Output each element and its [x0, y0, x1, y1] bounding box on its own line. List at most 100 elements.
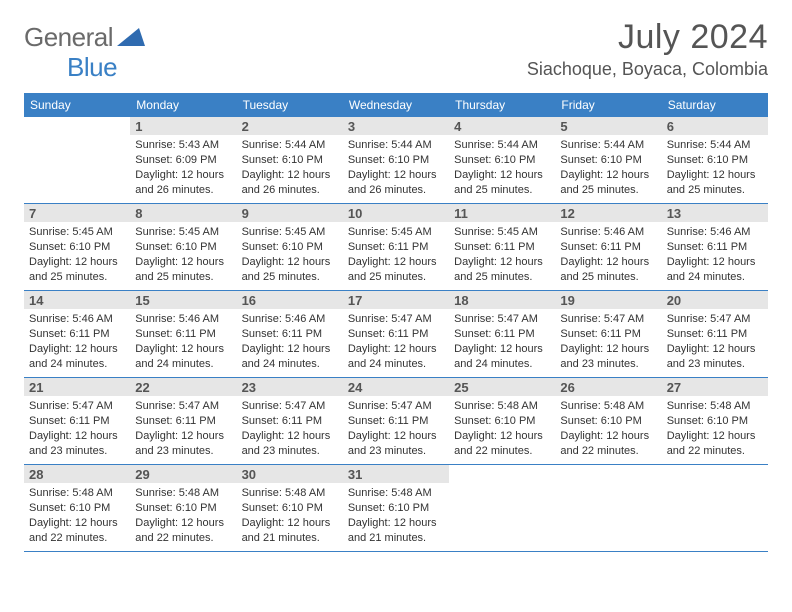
day-details: Sunrise: 5:44 AMSunset: 6:10 PMDaylight:… — [667, 138, 763, 197]
day-number: 6 — [662, 117, 768, 135]
day-cell — [662, 465, 768, 551]
day-number: 23 — [237, 378, 343, 396]
day-cell: 19 Sunrise: 5:47 AMSunset: 6:11 PMDayligh… — [555, 291, 661, 377]
empty-day — [24, 117, 130, 135]
day-number: 25 — [449, 378, 555, 396]
day-details: Sunrise: 5:47 AMSunset: 6:11 PMDaylight:… — [242, 399, 338, 458]
calendar-page: General July 2024 Siachoque, Boyaca, Col… — [0, 0, 792, 612]
week-row: 1Sunrise: 5:43 AMSunset: 6:09 PMDaylight… — [24, 117, 768, 204]
day-cell: 13 Sunrise: 5:46 AMSunset: 6:11 PMDayligh… — [662, 204, 768, 290]
day-cell: 28Sunrise: 5:48 AMSunset: 6:10 PMDayligh… — [24, 465, 130, 551]
day-number: 9 — [237, 204, 343, 222]
day-number: 12 — [555, 204, 661, 222]
day-number: 18 — [449, 291, 555, 309]
day-details: Sunrise: 5:48 AMSunset: 6:10 PMDaylight:… — [348, 486, 444, 545]
day-number: 20 — [662, 291, 768, 309]
weekday-header: Monday — [130, 93, 236, 117]
day-details: Sunrise: 5:48 AMSunset: 6:10 PMDaylight:… — [454, 399, 550, 458]
day-number: 15 — [130, 291, 236, 309]
day-cell: 18 Sunrise: 5:47 AMSunset: 6:11 PMDayligh… — [449, 291, 555, 377]
day-details: Sunrise: 5:46 AMSunset: 6:11 PMDaylight:… — [29, 312, 125, 371]
day-number: 29 — [130, 465, 236, 483]
calendar-grid: SundayMondayTuesdayWednesdayThursdayFrid… — [24, 93, 768, 552]
day-cell: 1Sunrise: 5:43 AMSunset: 6:09 PMDaylight… — [130, 117, 236, 203]
day-details: Sunrise: 5:46 AMSunset: 6:11 PMDaylight:… — [135, 312, 231, 371]
day-number: 19 — [555, 291, 661, 309]
day-details: Sunrise: 5:48 AMSunset: 6:10 PMDaylight:… — [242, 486, 338, 545]
day-cell: 29 Sunrise: 5:48 AMSunset: 6:10 PMDayligh… — [130, 465, 236, 551]
day-cell: 8Sunrise: 5:45 AMSunset: 6:10 PMDaylight… — [130, 204, 236, 290]
day-number: 3 — [343, 117, 449, 135]
day-cell: 23 Sunrise: 5:47 AMSunset: 6:11 PMDayligh… — [237, 378, 343, 464]
day-number: 21 — [24, 378, 130, 396]
empty-day — [662, 465, 768, 483]
day-cell — [555, 465, 661, 551]
day-cell — [24, 117, 130, 203]
day-cell: 12 Sunrise: 5:46 AMSunset: 6:11 PMDayligh… — [555, 204, 661, 290]
day-details: Sunrise: 5:45 AMSunset: 6:11 PMDaylight:… — [348, 225, 444, 284]
day-cell: 10 Sunrise: 5:45 AMSunset: 6:11 PMDayligh… — [343, 204, 449, 290]
day-cell: 26Sunrise: 5:48 AMSunset: 6:10 PMDayligh… — [555, 378, 661, 464]
day-cell: 16 Sunrise: 5:46 AMSunset: 6:11 PMDayligh… — [237, 291, 343, 377]
week-row: 7 Sunrise: 5:45 AMSunset: 6:10 PMDaylight… — [24, 204, 768, 291]
day-cell: 3 Sunrise: 5:44 AMSunset: 6:10 PMDaylight… — [343, 117, 449, 203]
day-cell: 6 Sunrise: 5:44 AMSunset: 6:10 PMDaylight… — [662, 117, 768, 203]
day-cell: 14 Sunrise: 5:46 AMSunset: 6:11 PMDayligh… — [24, 291, 130, 377]
day-details: Sunrise: 5:48 AMSunset: 6:10 PMDaylight:… — [29, 486, 125, 545]
day-number: 17 — [343, 291, 449, 309]
day-cell — [449, 465, 555, 551]
logo: General — [24, 18, 147, 53]
week-row: 21 Sunrise: 5:47 AMSunset: 6:11 PMDayligh… — [24, 378, 768, 465]
day-details: Sunrise: 5:47 AMSunset: 6:11 PMDaylight:… — [348, 399, 444, 458]
week-row: 14 Sunrise: 5:46 AMSunset: 6:11 PMDayligh… — [24, 291, 768, 378]
day-cell: 17 Sunrise: 5:47 AMSunset: 6:11 PMDayligh… — [343, 291, 449, 377]
day-details: Sunrise: 5:47 AMSunset: 6:11 PMDaylight:… — [348, 312, 444, 371]
title-block: July 2024 Siachoque, Boyaca, Colombia — [527, 18, 768, 80]
day-details: Sunrise: 5:43 AMSunset: 6:09 PMDaylight:… — [135, 138, 231, 197]
day-number: 2 — [237, 117, 343, 135]
day-details: Sunrise: 5:46 AMSunset: 6:11 PMDaylight:… — [242, 312, 338, 371]
day-details: Sunrise: 5:47 AMSunset: 6:11 PMDaylight:… — [454, 312, 550, 371]
day-cell: 5Sunrise: 5:44 AMSunset: 6:10 PMDaylight… — [555, 117, 661, 203]
day-number: 13 — [662, 204, 768, 222]
day-cell: 24Sunrise: 5:47 AMSunset: 6:11 PMDayligh… — [343, 378, 449, 464]
day-details: Sunrise: 5:46 AMSunset: 6:11 PMDaylight:… — [560, 225, 656, 284]
day-details: Sunrise: 5:44 AMSunset: 6:10 PMDaylight:… — [348, 138, 444, 197]
day-number: 10 — [343, 204, 449, 222]
day-number: 14 — [24, 291, 130, 309]
day-cell: 4Sunrise: 5:44 AMSunset: 6:10 PMDaylight… — [449, 117, 555, 203]
day-cell: 2 Sunrise: 5:44 AMSunset: 6:10 PMDaylight… — [237, 117, 343, 203]
day-details: Sunrise: 5:45 AMSunset: 6:10 PMDaylight:… — [29, 225, 125, 284]
day-details: Sunrise: 5:48 AMSunset: 6:10 PMDaylight:… — [135, 486, 231, 545]
day-cell: 11Sunrise: 5:45 AMSunset: 6:11 PMDayligh… — [449, 204, 555, 290]
day-number: 22 — [130, 378, 236, 396]
day-number: 5 — [555, 117, 661, 135]
location-text: Siachoque, Boyaca, Colombia — [527, 59, 768, 80]
day-details: Sunrise: 5:47 AMSunset: 6:11 PMDaylight:… — [29, 399, 125, 458]
day-number: 30 — [237, 465, 343, 483]
day-details: Sunrise: 5:47 AMSunset: 6:11 PMDaylight:… — [135, 399, 231, 458]
weekday-header: Thursday — [449, 93, 555, 117]
day-cell: 30 Sunrise: 5:48 AMSunset: 6:10 PMDayligh… — [237, 465, 343, 551]
week-row: 28Sunrise: 5:48 AMSunset: 6:10 PMDayligh… — [24, 465, 768, 552]
weekday-header: Friday — [555, 93, 661, 117]
empty-day — [555, 465, 661, 483]
day-cell: 22 Sunrise: 5:47 AMSunset: 6:11 PMDayligh… — [130, 378, 236, 464]
day-number: 4 — [449, 117, 555, 135]
day-details: Sunrise: 5:45 AMSunset: 6:10 PMDaylight:… — [135, 225, 231, 284]
logo-triangle-icon — [117, 24, 145, 51]
day-number: 26 — [555, 378, 661, 396]
weekday-header: Saturday — [662, 93, 768, 117]
day-number: 7 — [24, 204, 130, 222]
day-cell: 7 Sunrise: 5:45 AMSunset: 6:10 PMDaylight… — [24, 204, 130, 290]
day-cell: 9 Sunrise: 5:45 AMSunset: 6:10 PMDaylight… — [237, 204, 343, 290]
day-cell: 21 Sunrise: 5:47 AMSunset: 6:11 PMDayligh… — [24, 378, 130, 464]
day-details: Sunrise: 5:44 AMSunset: 6:10 PMDaylight:… — [242, 138, 338, 197]
day-number: 16 — [237, 291, 343, 309]
day-details: Sunrise: 5:47 AMSunset: 6:11 PMDaylight:… — [560, 312, 656, 371]
day-number: 27 — [662, 378, 768, 396]
day-cell: 27Sunrise: 5:48 AMSunset: 6:10 PMDayligh… — [662, 378, 768, 464]
day-details: Sunrise: 5:46 AMSunset: 6:11 PMDaylight:… — [667, 225, 763, 284]
empty-day — [449, 465, 555, 483]
day-details: Sunrise: 5:45 AMSunset: 6:10 PMDaylight:… — [242, 225, 338, 284]
